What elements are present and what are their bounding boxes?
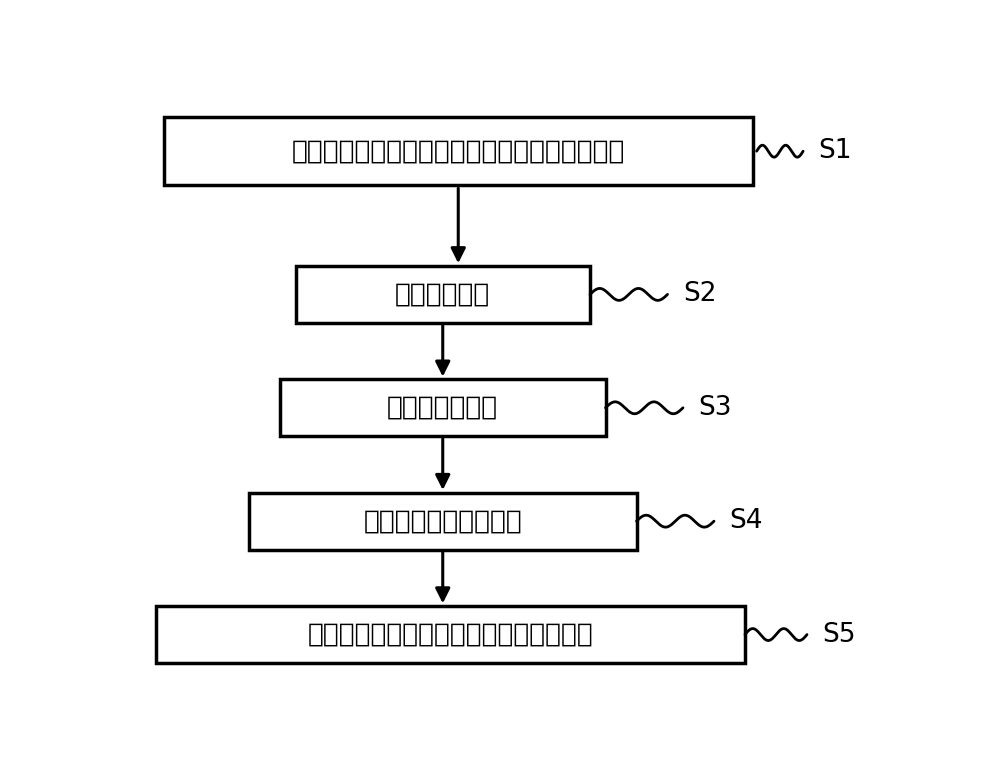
Text: S1: S1 <box>819 138 852 164</box>
Text: S2: S2 <box>683 281 716 308</box>
Text: 和原有渲染结果混合，计算最终渲染结果: 和原有渲染结果混合，计算最终渲染结果 <box>308 622 593 648</box>
Text: S4: S4 <box>730 508 763 534</box>
Bar <box>280 380 606 436</box>
Bar <box>249 493 637 549</box>
Text: 对用户输入的五个固定颜色值进行色相偏移修正: 对用户输入的五个固定颜色值进行色相偏移修正 <box>292 138 625 164</box>
Bar <box>164 117 753 185</box>
Text: 计算观察系数: 计算观察系数 <box>395 281 490 308</box>
Text: S3: S3 <box>698 394 732 421</box>
Text: S5: S5 <box>822 622 856 648</box>
Text: 计算镭射颜色值: 计算镭射颜色值 <box>387 394 498 421</box>
Text: 计算镭射部分渲染结果: 计算镭射部分渲染结果 <box>363 508 522 534</box>
Bar <box>156 606 745 663</box>
Bar <box>296 266 590 322</box>
